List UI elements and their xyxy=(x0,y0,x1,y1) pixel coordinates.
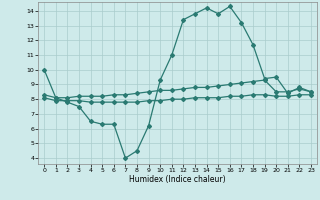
X-axis label: Humidex (Indice chaleur): Humidex (Indice chaleur) xyxy=(129,175,226,184)
